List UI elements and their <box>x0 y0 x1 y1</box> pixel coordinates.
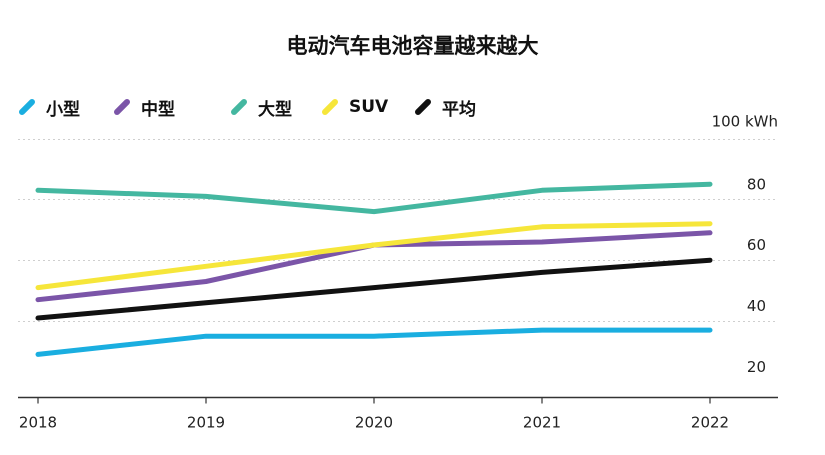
legend-label-average: 平均 <box>442 99 476 120</box>
legend-label-small: 小型 <box>46 99 80 120</box>
y-tick-label: 60 <box>747 236 766 254</box>
x-axis <box>18 396 778 404</box>
legend-label-suv: SUV <box>349 97 389 117</box>
legend-item-suv: SUV <box>319 94 388 120</box>
legend-label-medium: 中型 <box>141 99 175 120</box>
series-line-0 <box>35 327 713 357</box>
legend-swatch-suv <box>322 99 338 115</box>
series-lines <box>35 181 713 357</box>
grid-lines <box>18 139 778 322</box>
legend-label-large: 大型 <box>258 99 292 120</box>
series-line-2 <box>35 181 713 215</box>
y-unit-label: 100 kWh <box>712 113 778 131</box>
legend-swatch-large <box>231 99 247 115</box>
legend-item-small: 小型 <box>16 94 80 120</box>
axis-labels: 20 40 60 80 100 kWh 2018 2019 2020 2021 2022 <box>19 113 778 432</box>
y-tick-label: 40 <box>747 297 766 315</box>
y-tick-label: 20 <box>747 358 766 376</box>
chart-title: 电动汽车电池容量越来越大 <box>286 34 539 58</box>
x-tick-label: 2018 <box>19 414 57 432</box>
legend-swatch-average <box>415 99 431 115</box>
y-tick-label: 80 <box>747 175 766 193</box>
x-tick-label: 2020 <box>355 414 393 432</box>
series-line-4 <box>35 257 713 321</box>
series-line-3 <box>35 221 713 291</box>
legend-swatch-small <box>19 99 35 115</box>
x-tick-label: 2022 <box>691 414 729 432</box>
legend-swatch-medium <box>114 99 130 115</box>
legend-item-medium: 中型 <box>111 94 175 120</box>
x-tick-label: 2021 <box>523 414 561 432</box>
x-tick-label: 2019 <box>187 414 225 432</box>
legend-item-average: 平均 <box>412 94 476 120</box>
legend-item-large: 大型 <box>228 94 292 120</box>
